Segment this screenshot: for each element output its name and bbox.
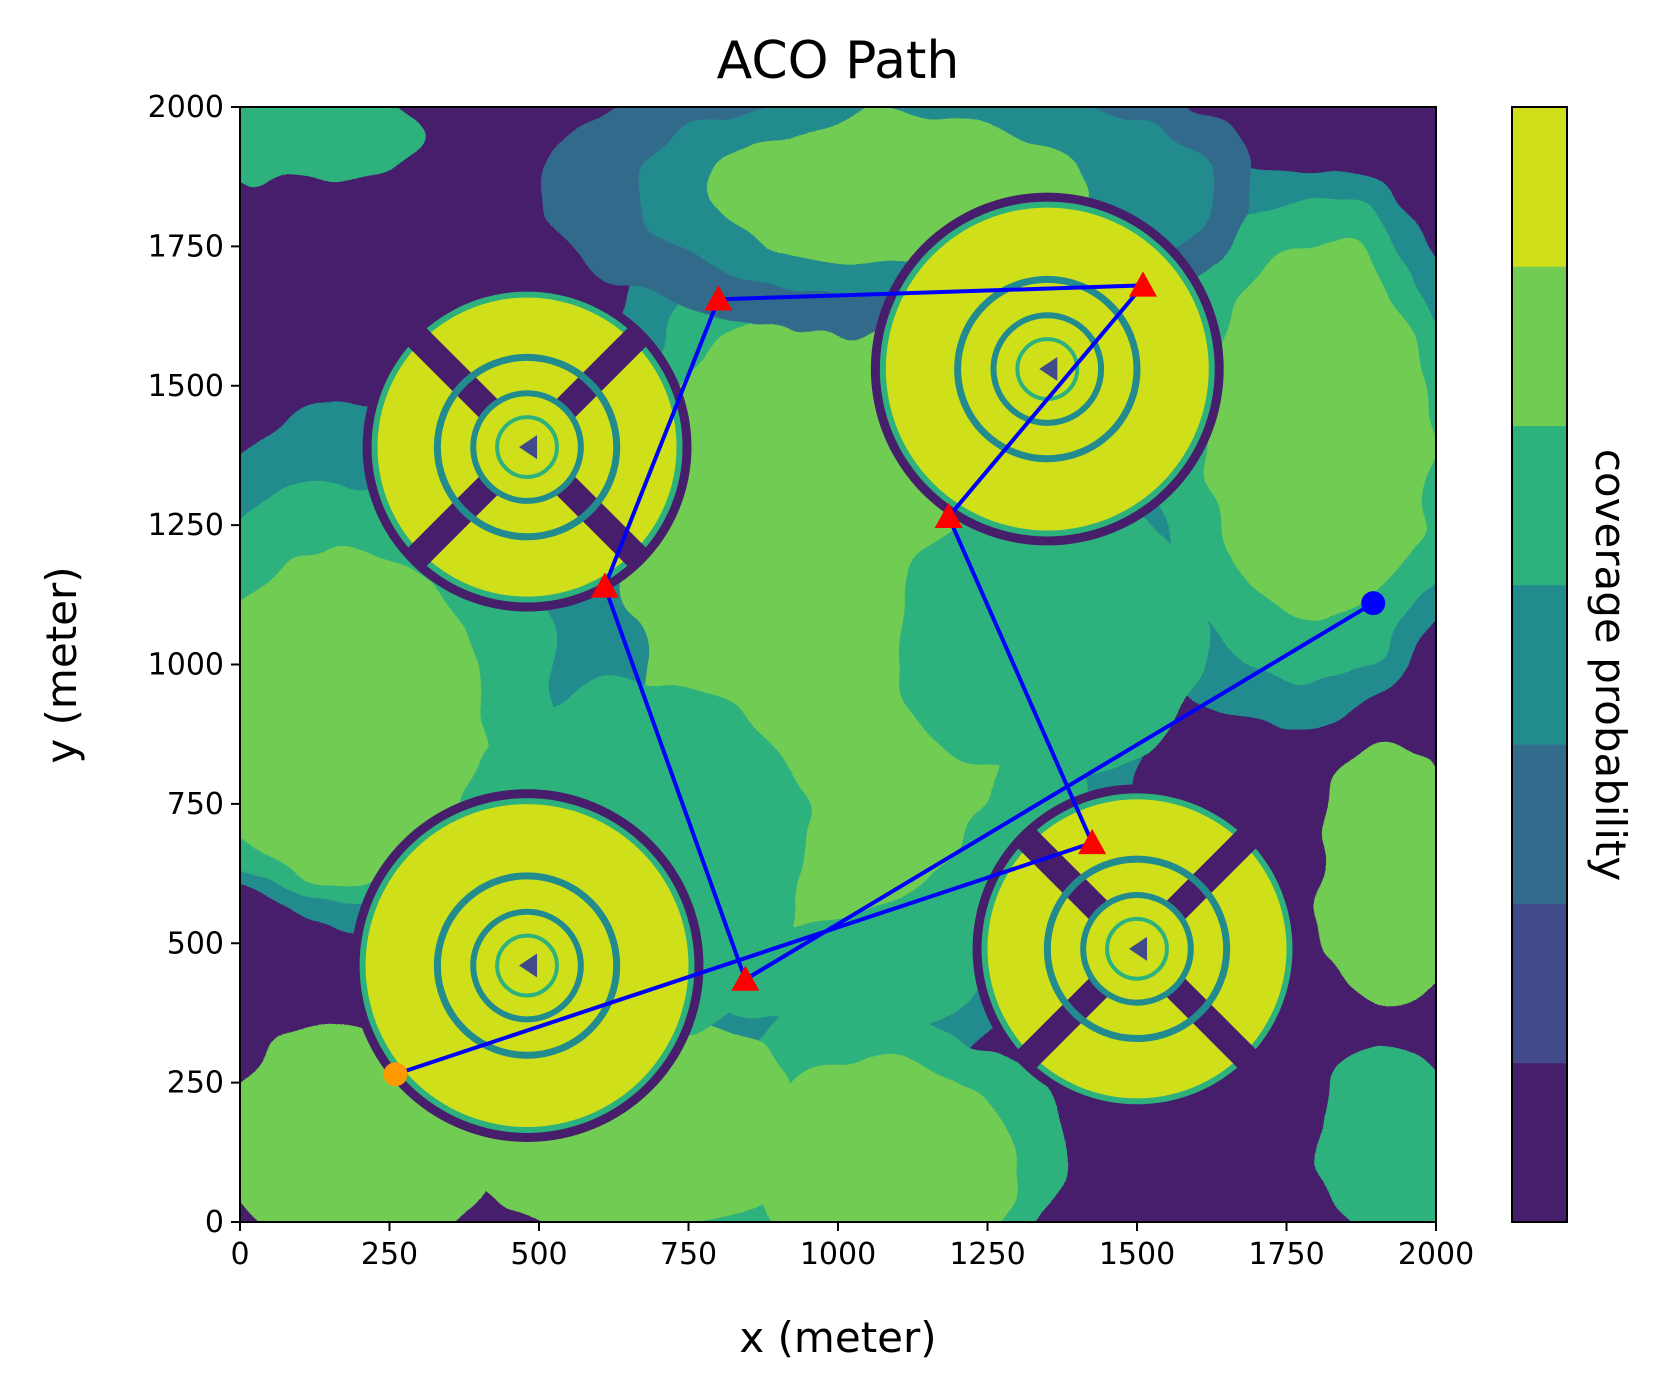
x-tick-label: 1000 [800,1237,876,1272]
colorbar-level [1512,744,1567,904]
coverage-ring [1105,916,1169,981]
x-tick-label: 500 [510,1237,567,1272]
y-tick-label: 250 [167,1066,224,1101]
coverage-ring [954,275,1141,463]
coverage-center [1129,936,1147,961]
waypoint-marker [1128,271,1157,297]
plot-area [240,107,1436,1222]
coverage-ring [495,415,559,479]
y-tick-label: 0 [205,1205,224,1240]
coverage-ring [433,872,621,1059]
background-region [1316,748,1436,1005]
background-region [1316,1038,1436,1222]
coverage-ring [433,353,621,541]
path-line [394,283,1375,1077]
colorbar-level [1512,425,1567,586]
coverage-gap [405,325,499,419]
colorbar-level [1512,266,1567,427]
chart-title: ACO Path [717,31,960,91]
y-axis-title: y (meter) [37,566,86,763]
coverage-zones [350,192,1302,1142]
x-tick-label: 0 [230,1237,249,1272]
colorbar-frame [1511,106,1568,1223]
x-axis: 0 250 500 750 1000 1250 1500 1750 2000 [230,1222,1474,1272]
coverage-gap [405,475,499,569]
coverage-center [1039,357,1058,382]
coverage-center [519,435,538,460]
y-tick-label: 1750 [148,229,224,264]
coverage-gap [1165,977,1259,1071]
start-marker [383,1062,408,1087]
y-tick-label: 1250 [148,508,224,543]
coverage-ring [470,390,584,504]
coverage-ring [1043,855,1231,1043]
background-region [754,1054,1018,1222]
colorbar-level [1512,903,1567,1064]
x-tick-label: 750 [660,1237,717,1272]
y-tick-label: 500 [167,926,224,961]
colorbar-level [1512,107,1567,267]
y-tick-label: 2000 [148,90,224,125]
waypoint-marker [731,965,760,991]
colorbar-label: coverage probability [1586,449,1635,881]
y-tick-label: 1000 [148,648,224,683]
background-region [1202,240,1431,620]
end-marker [1361,591,1386,616]
waypoint-marker [934,502,963,528]
waypoint-marker [590,572,619,598]
path-layer [383,271,1386,1087]
coverage-ring [1080,892,1194,1006]
coverage-gap [1015,827,1109,920]
waypoint-marker [1078,828,1107,855]
coverage-gap [555,325,649,419]
x-axis-title: x (meter) [739,1313,936,1362]
x-tick-label: 250 [361,1237,418,1272]
y-tick-label: 1500 [148,369,224,404]
coverage-gap [1165,827,1259,920]
colorbar-level [1512,1062,1567,1223]
x-tick-label: 1750 [1248,1237,1324,1272]
y-axis: 0 250 500 750 1000 1250 1500 1750 2000 [148,90,240,1240]
coverage-ring [990,312,1105,426]
coverage-ring [495,933,559,998]
background-region [240,553,492,888]
colorbar-level [1512,584,1567,745]
x-tick-label: 1500 [1099,1237,1175,1272]
y-tick-label: 750 [167,787,224,822]
background-region [240,107,420,186]
colorbar [1511,106,1568,1223]
coverage-ring [470,908,584,1023]
coverage-gap [555,475,649,569]
waypoint-marker [704,285,733,311]
coverage-center [519,953,538,978]
x-tick-label: 1250 [949,1237,1025,1272]
x-tick-label: 2000 [1398,1237,1474,1272]
coverage-gap [1015,977,1109,1071]
